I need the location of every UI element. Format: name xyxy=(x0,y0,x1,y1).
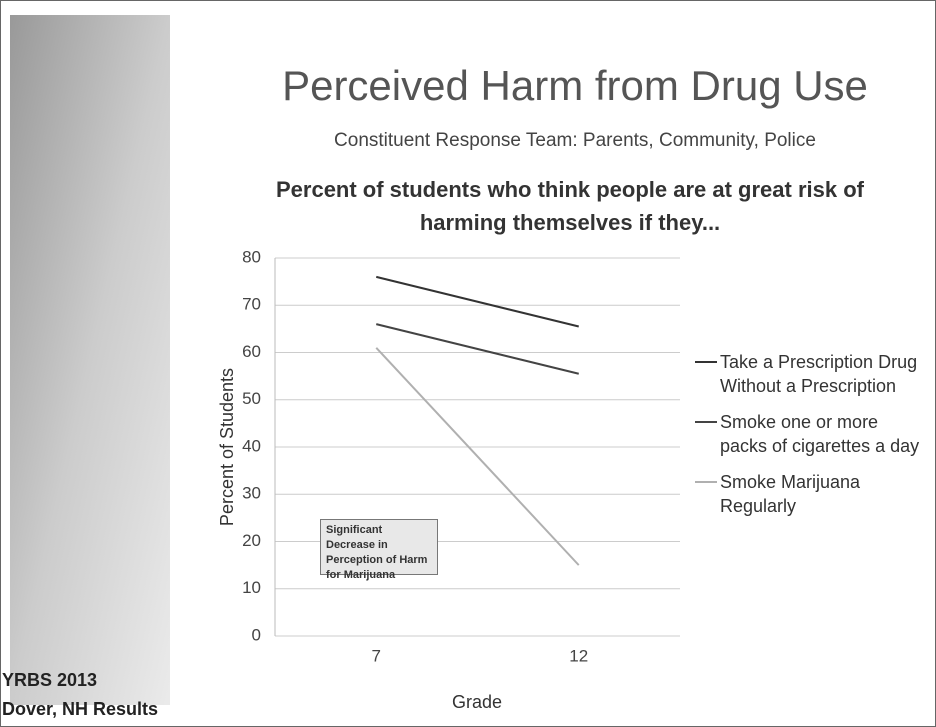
slide-title: Perceived Harm from Drug Use xyxy=(200,62,936,110)
y-tick-label: 0 xyxy=(252,625,261,644)
legend-item: Take a Prescription Drug Without a Presc… xyxy=(695,350,925,398)
footer-line: YRBS 2013 xyxy=(2,666,158,695)
y-tick-label: 60 xyxy=(242,342,261,361)
legend-label: Smoke Marijuana Regularly xyxy=(720,470,925,518)
y-tick-label: 80 xyxy=(242,247,261,266)
y-tick-label: 70 xyxy=(242,295,261,314)
footer-line: Dover, NH Results xyxy=(2,695,158,724)
legend-item: Smoke Marijuana Regularly xyxy=(695,470,925,518)
y-tick-label: 20 xyxy=(242,531,261,550)
y-tick-label: 40 xyxy=(242,436,261,455)
legend-item: Smoke one or more packs of cigarettes a … xyxy=(695,410,925,458)
annotation: Significant Decrease in Perception of Ha… xyxy=(320,519,438,575)
x-tick-label: 12 xyxy=(569,646,588,665)
legend-label: Take a Prescription Drug Without a Presc… xyxy=(720,350,925,398)
y-tick-label: 50 xyxy=(242,389,261,408)
legend-swatch xyxy=(695,361,717,363)
legend-swatch xyxy=(695,481,717,483)
legend-swatch xyxy=(695,421,717,423)
legend: Take a Prescription Drug Without a Presc… xyxy=(695,350,925,530)
decorative-image xyxy=(10,15,170,705)
slide-subtitle: Constituent Response Team: Parents, Comm… xyxy=(200,130,936,152)
y-tick-label: 30 xyxy=(242,484,261,503)
series-line xyxy=(376,277,579,327)
x-axis-title: Grade xyxy=(452,692,502,712)
chart-title: Percent of students who think people are… xyxy=(270,173,870,239)
legend-label: Smoke one or more packs of cigarettes a … xyxy=(720,410,925,458)
y-tick-label: 10 xyxy=(242,578,261,597)
x-tick-label: 7 xyxy=(372,646,381,665)
footer: YRBS 2013 Dover, NH Results xyxy=(2,666,158,724)
series-line xyxy=(376,324,579,374)
y-axis-title: Percent of Students xyxy=(217,368,237,526)
slide: Percent of Students Grade 0 10 20 30 40 50 60 7… xyxy=(0,0,936,727)
